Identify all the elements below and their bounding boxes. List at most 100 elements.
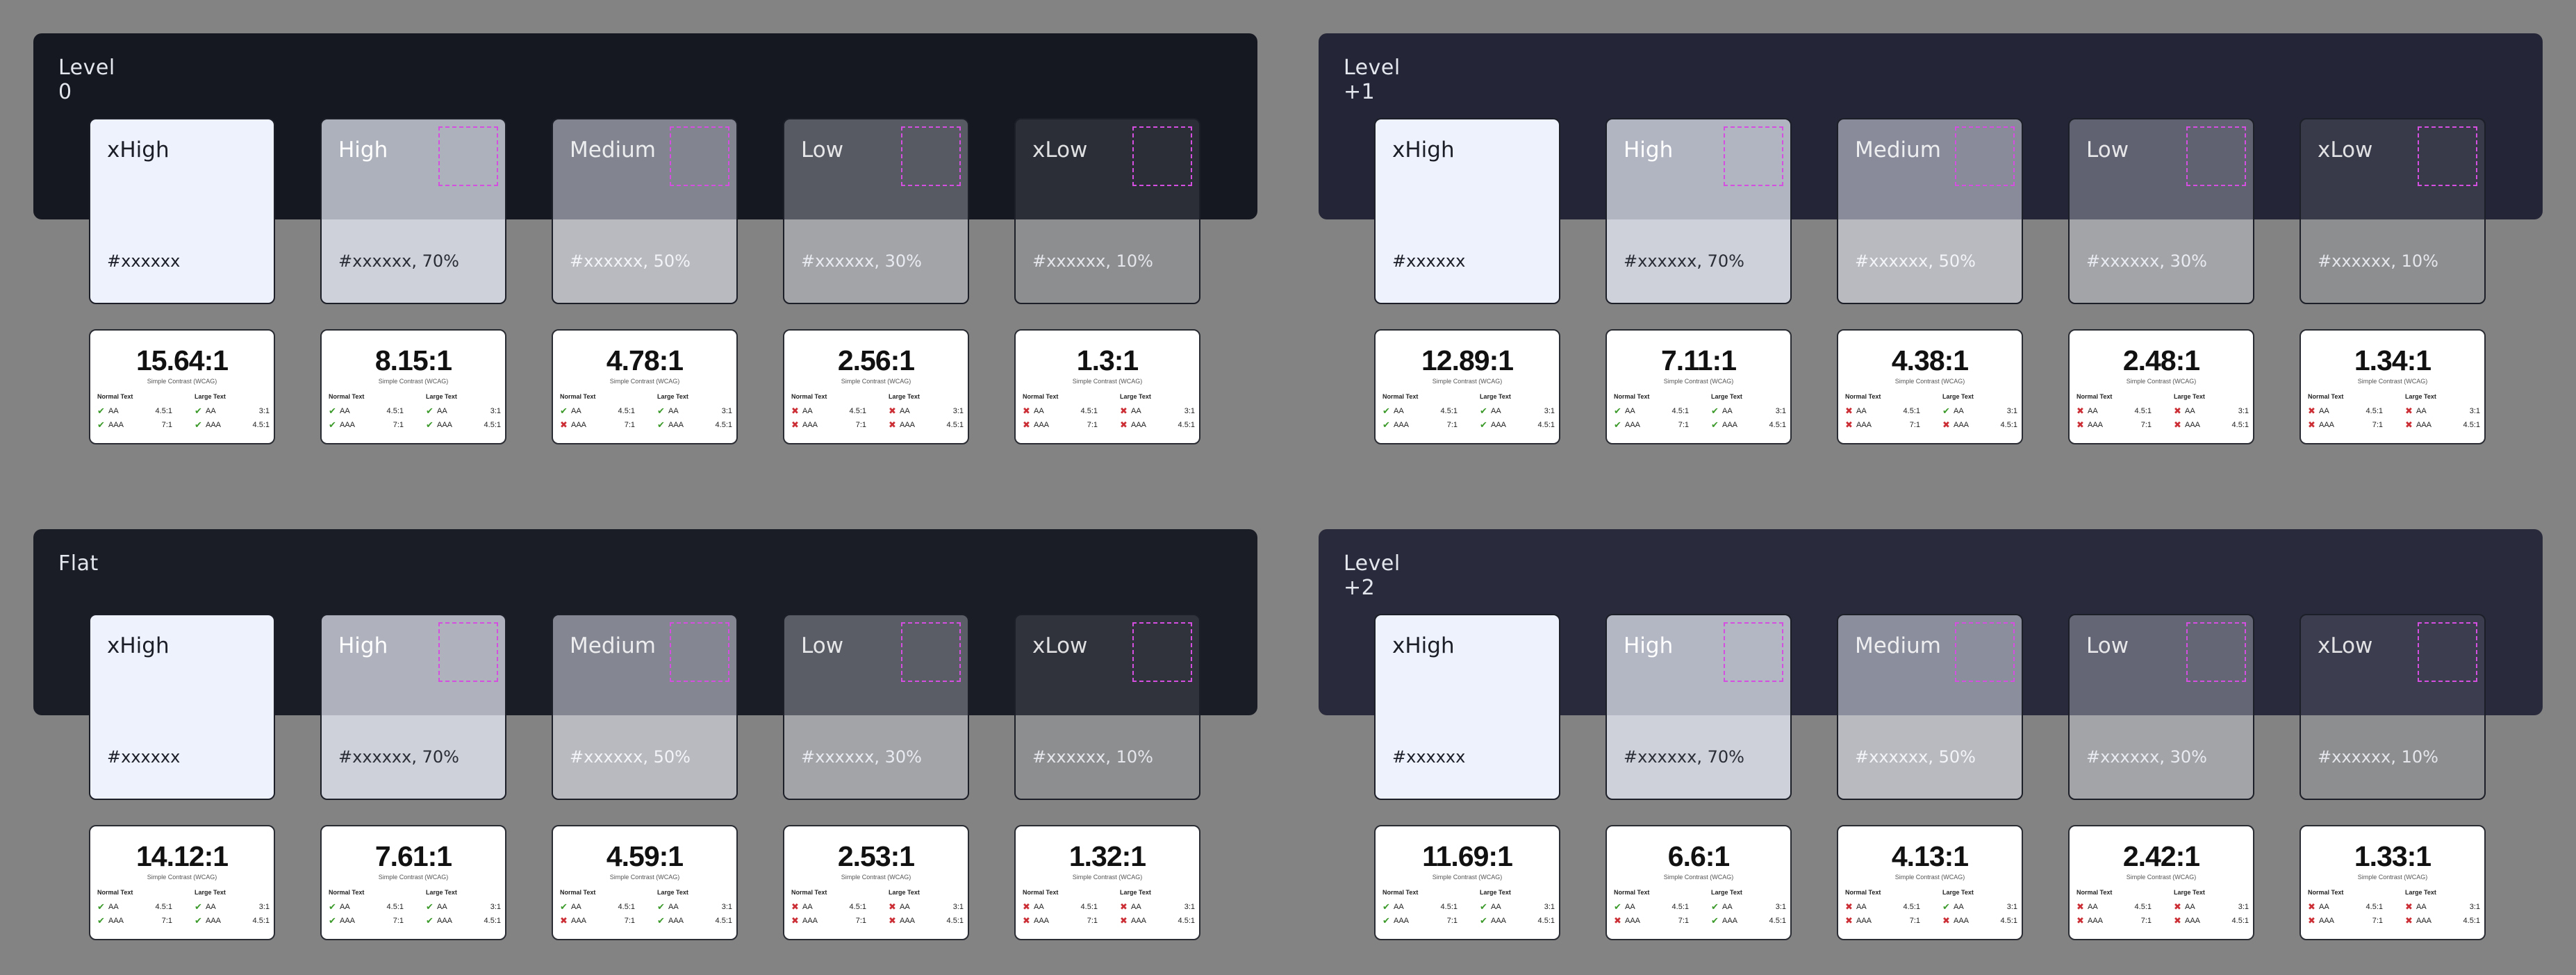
- color-swatch[interactable]: xLow #xxxxxx, 10%: [2300, 614, 2486, 800]
- color-swatch[interactable]: xHigh #xxxxxx: [89, 614, 275, 800]
- swatch-value: #xxxxxx, 10%: [1032, 747, 1153, 767]
- check-icon: ✔: [657, 419, 665, 430]
- wcag-required-ratio: 4.5:1: [2463, 421, 2480, 429]
- color-swatch[interactable]: xHigh #xxxxxx: [1374, 614, 1560, 800]
- color-swatch[interactable]: xHigh #xxxxxx: [1374, 118, 1560, 304]
- color-swatch[interactable]: xLow #xxxxxx, 10%: [1014, 118, 1200, 304]
- wcag-required-ratio: 4.5:1: [2366, 407, 2383, 415]
- wcag-required-ratio: 4.5:1: [252, 917, 270, 925]
- cross-icon: ✖: [1023, 406, 1030, 416]
- color-swatch[interactable]: Low #xxxxxx, 30%: [783, 614, 969, 800]
- color-swatch[interactable]: Medium #xxxxxx, 50%: [1837, 614, 2023, 800]
- normal-text-heading: Normal Text: [97, 393, 133, 400]
- color-swatch[interactable]: Medium #xxxxxx, 50%: [552, 118, 738, 304]
- wcag-required-ratio: 3:1: [1544, 903, 1555, 911]
- color-swatch[interactable]: Low #xxxxxx, 30%: [2068, 118, 2254, 304]
- wcag-level: AA: [2185, 407, 2195, 415]
- cross-icon: ✖: [2308, 419, 2315, 430]
- color-swatch[interactable]: High #xxxxxx, 70%: [1605, 118, 1792, 304]
- color-swatch[interactable]: xLow #xxxxxx, 10%: [1014, 614, 1200, 800]
- wcag-level: AA: [1131, 407, 1141, 415]
- contrast-subtitle: Simple Contrast (WCAG): [1894, 874, 1965, 881]
- wcag-level: AAA: [2185, 421, 2201, 429]
- swatch-value: #xxxxxx, 50%: [570, 251, 691, 271]
- wcag-level: AAA: [1625, 917, 1641, 925]
- large-text-heading: Large Text: [195, 393, 226, 400]
- color-swatch[interactable]: xLow #xxxxxx, 10%: [2300, 118, 2486, 304]
- cross-icon: ✖: [2405, 406, 2413, 416]
- swatch-label: Medium: [570, 633, 656, 658]
- wcag-required-ratio: 4.5:1: [946, 421, 964, 429]
- wcag-required-ratio: 3:1: [952, 407, 964, 415]
- large-text-heading: Large Text: [195, 889, 226, 896]
- placeholder-outline: [1724, 126, 1783, 186]
- large-text-heading: Large Text: [1480, 393, 1511, 400]
- cross-icon: ✖: [1845, 419, 1853, 430]
- normal-text-heading: Normal Text: [1023, 393, 1059, 400]
- normal-text-heading: Normal Text: [329, 393, 365, 400]
- contrast-subtitle: Simple Contrast (WCAG): [2357, 874, 2428, 881]
- wcag-level: AA: [1722, 903, 1733, 911]
- wcag-level: AAA: [437, 421, 453, 429]
- cross-icon: ✖: [2174, 419, 2181, 430]
- wcag-required-ratio: 3:1: [1775, 903, 1786, 911]
- large-text-heading: Large Text: [657, 889, 688, 896]
- wcag-level: AA: [340, 407, 350, 415]
- contrast-subtitle: Simple Contrast (WCAG): [1663, 874, 1734, 881]
- wcag-level: AA: [437, 407, 447, 415]
- placeholder-outline: [438, 126, 498, 186]
- wcag-required-ratio: 3:1: [490, 407, 501, 415]
- color-swatch[interactable]: Low #xxxxxx, 30%: [2068, 614, 2254, 800]
- wcag-required-ratio: 4.5:1: [1671, 903, 1689, 911]
- wcag-required-ratio: 4.5:1: [484, 917, 501, 925]
- wcag-required-ratio: 3:1: [2469, 407, 2480, 415]
- cross-icon: ✖: [791, 915, 799, 926]
- contrast-ratio: 4.13:1: [1891, 840, 1969, 872]
- wcag-level: AA: [108, 903, 119, 911]
- large-text-heading: Large Text: [889, 393, 920, 400]
- check-icon: ✔: [1614, 419, 1621, 430]
- color-swatch[interactable]: xHigh #xxxxxx: [89, 118, 275, 304]
- swatch-label: Low: [2086, 138, 2129, 162]
- swatch-label: xLow: [1032, 633, 1088, 658]
- check-icon: ✔: [195, 901, 202, 912]
- wcag-required-ratio: 4.5:1: [2366, 903, 2383, 911]
- wcag-required-ratio: 4.5:1: [2463, 917, 2480, 925]
- color-swatch[interactable]: High #xxxxxx, 70%: [320, 614, 506, 800]
- contrast-card: 2.56:1 Simple Contrast (WCAG) Normal Text L…: [783, 329, 969, 444]
- wcag-required-ratio: 7:1: [855, 917, 866, 925]
- contrast-card: 8.15:1 Simple Contrast (WCAG) Normal Text L…: [320, 329, 506, 444]
- wcag-level: AA: [1722, 407, 1733, 415]
- color-swatch[interactable]: High #xxxxxx, 70%: [320, 118, 506, 304]
- wcag-level: AA: [668, 407, 679, 415]
- swatch-value: #xxxxxx, 30%: [2086, 747, 2207, 767]
- wcag-level: AAA: [2319, 421, 2335, 429]
- wcag-required-ratio: 7:1: [1446, 421, 1458, 429]
- contrast-card: 1.32:1 Simple Contrast (WCAG) Normal Text L…: [1014, 825, 1200, 940]
- cross-icon: ✖: [889, 901, 896, 912]
- wcag-required-ratio: 3:1: [2238, 407, 2249, 415]
- wcag-level: AA: [206, 407, 216, 415]
- color-swatch[interactable]: Medium #xxxxxx, 50%: [1837, 118, 2023, 304]
- wcag-required-ratio: 3:1: [258, 407, 270, 415]
- color-swatch[interactable]: High #xxxxxx, 70%: [1605, 614, 1792, 800]
- contrast-ratio: 1.33:1: [2354, 840, 2431, 872]
- color-swatch[interactable]: Low #xxxxxx, 30%: [783, 118, 969, 304]
- wcag-required-ratio: 4.5:1: [1537, 917, 1555, 925]
- contrast-card: 2.48:1 Simple Contrast (WCAG) Normal Text L…: [2068, 329, 2254, 444]
- placeholder-outline: [2418, 126, 2477, 186]
- contrast-ratio: 2.53:1: [837, 840, 915, 872]
- check-icon: ✔: [1942, 406, 1950, 416]
- swatch-label: Medium: [1855, 138, 1941, 162]
- wcag-required-ratio: 3:1: [952, 903, 964, 911]
- large-text-heading: Large Text: [1942, 889, 1974, 896]
- wcag-level: AAA: [668, 421, 684, 429]
- check-icon: ✔: [1942, 901, 1950, 912]
- wcag-required-ratio: 4.5:1: [849, 407, 866, 415]
- swatch-value: #xxxxxx: [107, 251, 181, 271]
- swatch-value: #xxxxxx, 10%: [1032, 251, 1153, 271]
- wcag-level: AA: [1954, 903, 1964, 911]
- wcag-required-ratio: 4.5:1: [1671, 407, 1689, 415]
- swatch-value: #xxxxxx, 10%: [2318, 251, 2438, 271]
- color-swatch[interactable]: Medium #xxxxxx, 50%: [552, 614, 738, 800]
